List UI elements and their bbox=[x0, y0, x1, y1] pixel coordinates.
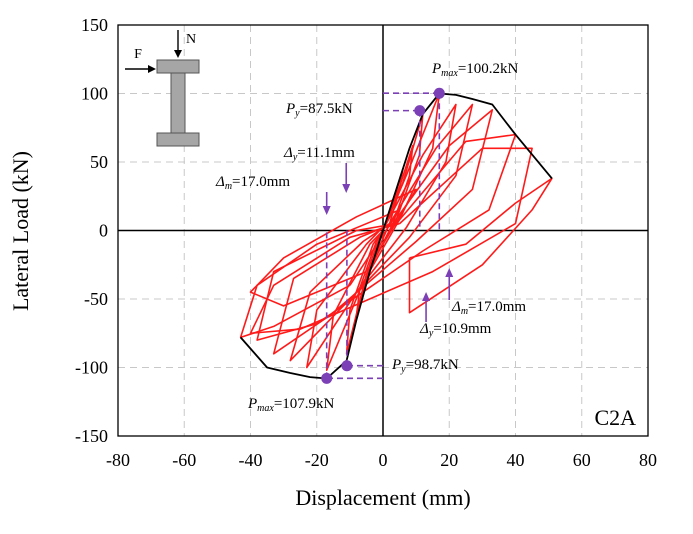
inset-axial-arrowhead bbox=[174, 50, 182, 58]
panel-label: C2A bbox=[594, 405, 636, 430]
inset-axial-label: N bbox=[186, 32, 196, 47]
arrow-dy-neg-head bbox=[422, 292, 431, 301]
py-pos-label: Py=87.5kN bbox=[285, 101, 353, 119]
pmax-pos-sub: max bbox=[441, 68, 458, 79]
x-tick-label: 0 bbox=[379, 450, 388, 470]
dy-pos-symbol: Δ bbox=[283, 145, 293, 161]
hysteresis-loop-5 bbox=[306, 103, 457, 369]
dm-pos-label: Δm=17.0mm bbox=[215, 174, 290, 192]
arrow-dm-pos-head bbox=[322, 206, 331, 215]
dy-neg-value: =10.9mm bbox=[433, 321, 491, 337]
key-point-3 bbox=[321, 372, 333, 384]
x-tick-label: -80 bbox=[106, 450, 130, 470]
tick-labels: -80 -60 -40 -20 0 20 40 60 80 -150 -100 -50 0 50 100 15… bbox=[75, 15, 657, 470]
hysteresis-loop-4 bbox=[325, 92, 441, 371]
py-neg-label: Py=98.7kN bbox=[391, 357, 459, 375]
hysteresis-loop-12 bbox=[408, 177, 553, 314]
pmax-pos-symbol: P bbox=[431, 61, 441, 77]
y-tick-label: 50 bbox=[90, 152, 108, 172]
hysteresis-loop-10 bbox=[249, 188, 417, 307]
dy-pos-value: =11.1mm bbox=[297, 145, 355, 161]
pmax-neg-symbol: P bbox=[247, 396, 257, 412]
inset-force-label: F bbox=[134, 47, 142, 62]
inset-force-arrowhead bbox=[148, 65, 156, 73]
py-neg-sub: y bbox=[400, 364, 406, 375]
hysteresis-loop-6 bbox=[289, 103, 474, 362]
dy-pos-label: Δy=11.1mm bbox=[283, 145, 355, 163]
dy-neg-sub: y bbox=[428, 328, 434, 339]
inset-top-flange bbox=[156, 59, 200, 74]
py-pos-symbol: P bbox=[285, 101, 295, 117]
hysteresis-loop-8 bbox=[256, 133, 517, 341]
x-tick-label: 20 bbox=[440, 450, 458, 470]
y-tick-label: -50 bbox=[84, 289, 108, 309]
dy-neg-label: Δy=10.9mm bbox=[419, 321, 492, 339]
dm-neg-sub: m bbox=[461, 306, 468, 317]
py-neg-symbol: P bbox=[391, 357, 401, 373]
py-pos-value: =87.5kN bbox=[300, 101, 353, 117]
y-tick-label: 0 bbox=[99, 221, 108, 241]
key-point-1 bbox=[433, 87, 445, 99]
x-tick-label: -40 bbox=[239, 450, 263, 470]
key-points bbox=[321, 87, 445, 384]
x-axis-title: Displacement (mm) bbox=[295, 485, 470, 510]
pmax-pos-label: Pmax=100.2kN bbox=[431, 61, 519, 79]
dm-pos-sub: m bbox=[225, 181, 232, 192]
x-tick-label: -20 bbox=[305, 450, 329, 470]
plot-frame bbox=[117, 24, 649, 437]
y-axis-title: Lateral Load (kN) bbox=[8, 151, 33, 311]
y-tick-label: 150 bbox=[81, 15, 108, 35]
dm-neg-label: Δm=17.0mm bbox=[451, 299, 526, 317]
y-tick-label: -150 bbox=[75, 426, 108, 446]
hysteresis-loop-11 bbox=[239, 209, 401, 339]
dm-neg-symbol: Δ bbox=[451, 299, 461, 315]
pmax-neg-value: =107.9kN bbox=[274, 396, 335, 412]
pmax-neg-sub: max bbox=[257, 403, 274, 414]
pmax-pos-value: =100.2kN bbox=[458, 61, 519, 77]
hysteresis-loops bbox=[239, 92, 553, 371]
guide-lines bbox=[325, 92, 441, 380]
inset-bottom-flange bbox=[156, 132, 200, 147]
x-tick-label: -60 bbox=[172, 450, 196, 470]
arrow-dy-pos-head bbox=[342, 184, 351, 193]
x-tick-label: 60 bbox=[573, 450, 591, 470]
envelope-positive bbox=[382, 92, 553, 231]
y-tick-label: 100 bbox=[81, 84, 108, 104]
hysteresis-loop-9 bbox=[249, 147, 533, 335]
inset-web bbox=[170, 72, 186, 134]
key-point-4 bbox=[341, 360, 353, 372]
dm-pos-symbol: Δ bbox=[215, 174, 225, 190]
pmax-neg-label: Pmax=107.9kN bbox=[247, 396, 335, 414]
dy-pos-sub: y bbox=[292, 152, 298, 163]
key-point-2 bbox=[414, 105, 426, 117]
py-pos-sub: y bbox=[294, 108, 300, 119]
x-tick-label: 40 bbox=[507, 450, 525, 470]
dy-neg-symbol: Δ bbox=[419, 321, 429, 337]
dm-pos-value: =17.0mm bbox=[232, 174, 290, 190]
x-tick-label: 80 bbox=[639, 450, 657, 470]
y-tick-label: -100 bbox=[75, 358, 108, 378]
arrow-dm-neg-head bbox=[445, 268, 454, 277]
py-neg-value: =98.7kN bbox=[406, 357, 459, 373]
annotation-arrows bbox=[322, 163, 454, 322]
dm-neg-value: =17.0mm bbox=[468, 299, 526, 315]
specimen-inset: F N bbox=[125, 30, 200, 147]
